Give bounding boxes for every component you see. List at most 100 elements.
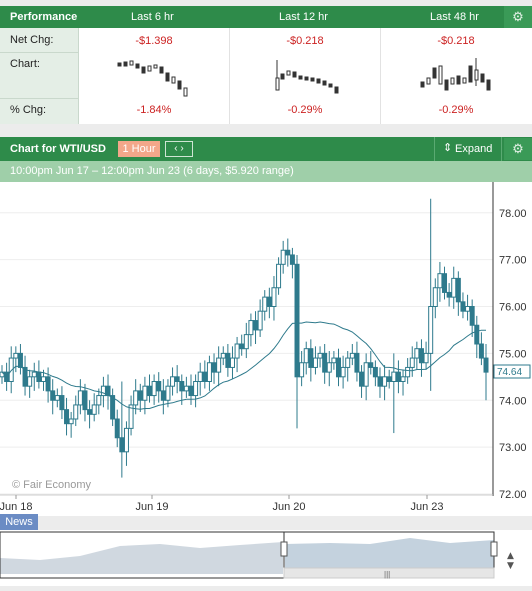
column-48hr: Last 48 hr [430, 11, 479, 23]
candle-body [428, 306, 434, 354]
candle-body [478, 343, 484, 359]
navigator-scrollbar[interactable] [283, 567, 495, 579]
candle-body [197, 371, 203, 382]
x-tick-labels: Jun 18 Jun 19 Jun 20 Jun 23 [0, 495, 444, 513]
candle-body [68, 418, 74, 425]
column-divider [229, 28, 230, 124]
candle-body [414, 348, 420, 359]
candle-body [465, 306, 471, 312]
candle-body [248, 320, 254, 336]
performance-header: Performance Last 6 hr Last 12 hr Last 48… [0, 6, 532, 28]
candle-body [8, 357, 14, 382]
timeframe-nav-button[interactable]: ‹ › [165, 141, 193, 157]
current-price-label: 74.64 [497, 367, 522, 378]
performance-settings-gear-icon[interactable]: ⚙ [504, 6, 532, 28]
candle-body [432, 287, 438, 307]
candle-body [423, 352, 429, 364]
navigator-handle-left[interactable] [280, 541, 288, 557]
candle-body [100, 385, 106, 397]
candle-body [31, 371, 37, 378]
scrollbar-grip-icon: ||| [384, 570, 390, 579]
pct-chg-48hr: -0.29% [438, 104, 474, 116]
net-chg-12hr: -$0.218 [286, 35, 324, 47]
candle-body [474, 324, 480, 345]
candle-body [234, 343, 240, 359]
candle-body [335, 357, 341, 378]
candle-body [96, 395, 102, 406]
candle-body [253, 320, 259, 331]
candle-body [391, 371, 397, 382]
candle-body [220, 352, 226, 359]
chart-settings-gear-icon[interactable]: ⚙ [504, 138, 532, 160]
candle-body [160, 390, 166, 401]
candle-body [276, 263, 282, 289]
navigator-area-left [0, 542, 283, 574]
pct-chg-label: % Chg: [10, 104, 47, 116]
navigator-handle-right[interactable] [490, 541, 498, 557]
candle-body [483, 357, 489, 373]
candle-body [22, 366, 28, 387]
candle-body [229, 357, 235, 368]
candle-body [368, 362, 374, 368]
candle-body [460, 301, 466, 312]
chart-label: Chart: [10, 58, 40, 70]
candle-body [289, 254, 295, 265]
candle-body [331, 357, 337, 364]
candle-body [437, 273, 443, 289]
candle-body [147, 385, 153, 397]
candle-body [345, 357, 351, 368]
candle-body [77, 390, 83, 406]
performance-title: Performance [10, 11, 78, 23]
candle-body [128, 404, 134, 429]
candle-body [257, 310, 263, 331]
news-tab[interactable]: News [0, 514, 38, 530]
y-tick-label: 75.00 [499, 348, 527, 360]
candle-body [409, 357, 415, 368]
watermark: © Fair Economy [12, 479, 92, 491]
x-tick-label: Jun 23 [410, 501, 443, 513]
net-chg-6hr: -$1.398 [135, 35, 173, 47]
candle-body [243, 334, 249, 350]
y-tick-labels: 72.00 73.00 74.00 75.00 76.00 77.00 78.00 [499, 208, 527, 501]
candle-body [40, 376, 46, 382]
candles [0, 198, 489, 478]
price-chart[interactable]: 72.00 73.00 74.00 75.00 76.00 77.00 78.00 Jun … [0, 182, 532, 516]
candle-body [317, 352, 323, 359]
x-tick-label: Jun 20 [272, 501, 305, 513]
price-chart-svg[interactable]: 72.00 73.00 74.00 75.00 76.00 77.00 78.00 Jun … [0, 182, 532, 516]
candle-body [50, 390, 56, 401]
candle-body [349, 352, 355, 359]
candle-body [303, 348, 309, 364]
net-chg-48hr: -$0.218 [437, 35, 475, 47]
candle-body [372, 366, 378, 378]
candle-body [386, 376, 392, 382]
row-divider [0, 98, 78, 99]
candle-body [322, 352, 328, 373]
candle-body [73, 404, 79, 420]
candle-body [110, 395, 116, 420]
candle-body [156, 381, 162, 392]
row-divider [0, 52, 78, 53]
timeframe-button[interactable]: 1 Hour [118, 141, 160, 157]
y-tick-label: 76.00 [499, 302, 527, 314]
pct-chg-12hr: -0.29% [287, 104, 323, 116]
candle-body [36, 371, 42, 382]
column-divider [380, 28, 381, 124]
chart-navigator[interactable]: ||| ▲ ▼ [0, 530, 532, 586]
candle-body [170, 376, 176, 387]
expand-label: Expand [455, 143, 493, 155]
navigator-svg[interactable]: ||| ▲ ▼ [0, 530, 532, 586]
navigator-up-arrow-icon[interactable]: ▲ [507, 551, 514, 561]
y-tick-label: 73.00 [499, 442, 527, 454]
candle-body [326, 362, 332, 373]
candle-body [359, 371, 365, 387]
expand-button[interactable]: ⇕ Expand [434, 137, 502, 161]
candle-body [54, 395, 60, 401]
candle-body [216, 357, 222, 373]
candle-body [225, 352, 231, 368]
navigator-down-arrow-icon[interactable]: ▼ [507, 561, 514, 571]
performance-panel: Performance Last 6 hr Last 12 hr Last 48… [0, 6, 532, 124]
candle-body [142, 385, 148, 401]
candle-body [45, 376, 51, 392]
candle-body [87, 409, 93, 415]
